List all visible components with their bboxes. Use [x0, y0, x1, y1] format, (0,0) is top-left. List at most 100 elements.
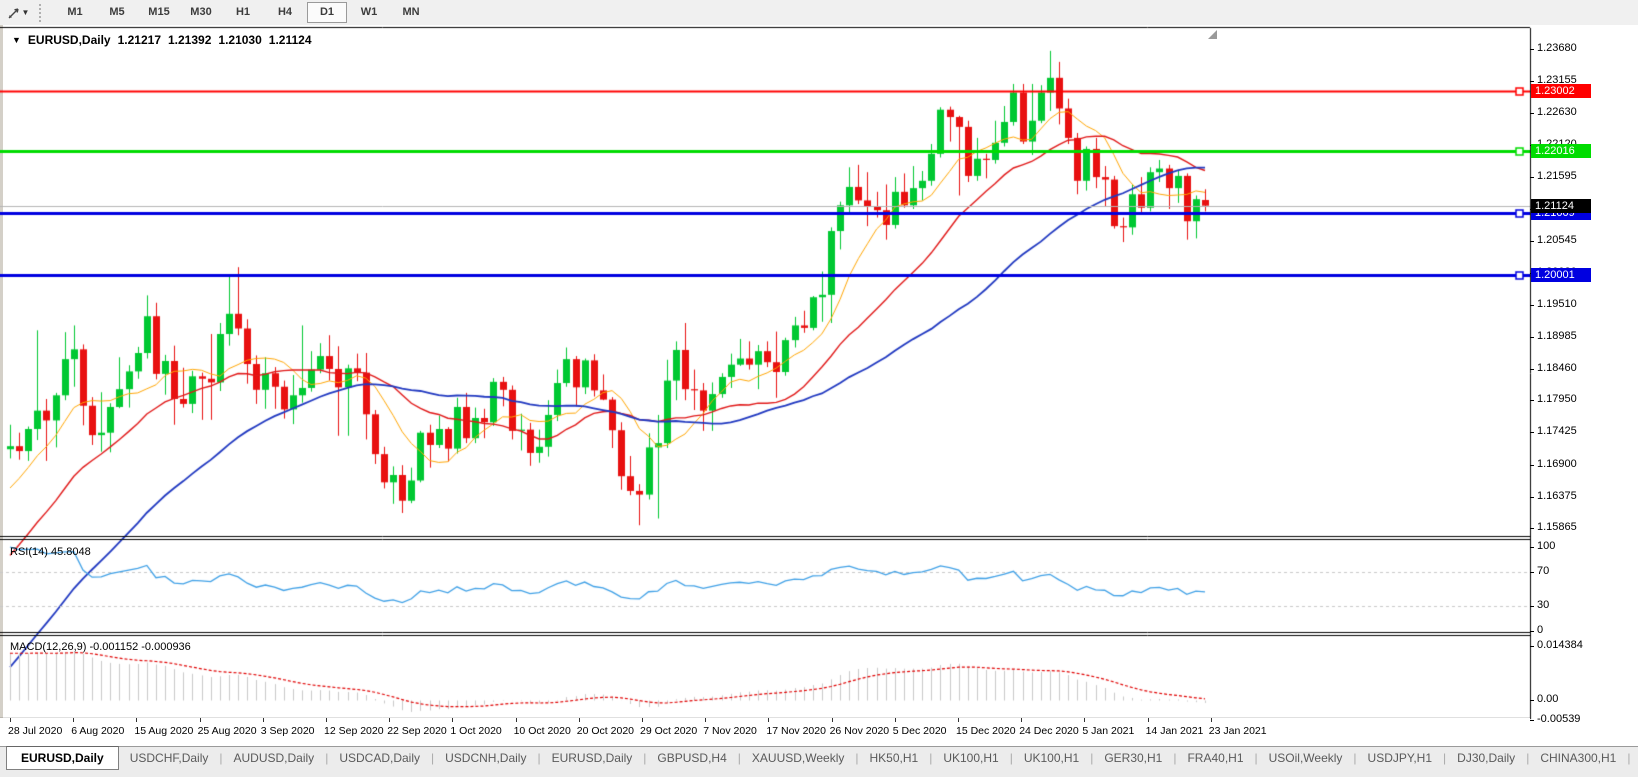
axis-tick-mark [1530, 605, 1534, 607]
ohlc-close: 1.21124 [268, 33, 312, 47]
tab-separator: | [1353, 751, 1357, 765]
axis-tick-mark [1530, 631, 1534, 632]
tab-HK50-H1[interactable]: HK50,H1 [869, 751, 919, 765]
date-label: 22 Sep 2020 [387, 725, 447, 737]
date-tick-mark [199, 718, 201, 722]
axis-tick-mark [1530, 464, 1534, 466]
tab-separator: | [325, 751, 329, 765]
date-tick-mark [326, 718, 327, 722]
date-label: 15 Aug 2020 [134, 725, 194, 737]
date-label: 24 Dec 2020 [1019, 725, 1079, 737]
axis-tick-mark [1530, 645, 1534, 647]
date-tick-mark [1084, 718, 1086, 722]
tab-separator: | [929, 751, 933, 765]
axis-tick-label: 1.16900 [1537, 457, 1577, 470]
axis-tick-label: -0.00539 [1537, 713, 1581, 726]
axis-tick-mark [1530, 572, 1534, 574]
date-label: 5 Jan 2021 [1082, 725, 1135, 737]
tab-separator: | [1009, 751, 1013, 765]
tab-USOil-Weekly[interactable]: USOil,Weekly [1268, 751, 1343, 765]
tab-separator: | [855, 751, 859, 765]
axis-tick-label: 30 [1537, 598, 1550, 611]
tab-GBPUSD-H4[interactable]: GBPUSD,H4 [657, 751, 727, 765]
tab-truncated[interactable]: U [1630, 747, 1638, 768]
axis-tick-mark [1530, 496, 1534, 498]
ohlc-low: 1.21030 [218, 33, 262, 47]
date-label: 25 Aug 2020 [197, 725, 257, 737]
date-tick-mark [578, 718, 580, 722]
date-label: 20 Oct 2020 [576, 725, 635, 737]
rsi-indicator-label: RSI(14) 45.8048 [10, 546, 91, 558]
date-tick-mark [1021, 718, 1023, 722]
date-label: 1 Oct 2020 [450, 725, 502, 737]
axis-tick-mark [1530, 304, 1534, 306]
tab-FRA40-H1[interactable]: FRA40,H1 [1187, 751, 1244, 765]
tab-DJ30-Daily[interactable]: DJ30,Daily [1457, 751, 1516, 765]
tab-USDCHF-Daily[interactable]: USDCHF,Daily [129, 751, 209, 765]
chart-shift-marker[interactable] [1208, 30, 1217, 39]
axis-tick-label: 70 [1537, 565, 1550, 578]
date-label: 26 Nov 2020 [829, 725, 890, 737]
symbol-dropdown-icon[interactable]: ▼ [12, 35, 21, 45]
tab-UK100-H1[interactable]: UK100,H1 [1023, 751, 1080, 765]
price-label-level-3: 1.20001 [1531, 267, 1591, 282]
axis-tick-label: 1.23155 [1537, 74, 1577, 87]
tab-CHINA300-H1[interactable]: CHINA300,H1 [1540, 751, 1617, 765]
tab-AUDUSD-Daily[interactable]: AUDUSD,Daily [233, 751, 315, 765]
date-tick-mark [642, 718, 643, 722]
tab-separator: | [1526, 751, 1530, 765]
date-label: 23 Jan 2021 [1208, 725, 1267, 737]
date-tick-mark [1147, 718, 1149, 722]
axis-tick-label: 0 [1537, 624, 1544, 636]
tab-separator: | [643, 751, 647, 765]
date-label: 7 Nov 2020 [703, 725, 757, 737]
axis-tick-mark [1530, 336, 1534, 338]
chart-tab-bar: EURUSD,Daily USDCHF,Daily | AUDUSD,Daily | US… [0, 746, 1638, 777]
date-tick-mark [768, 718, 770, 722]
tab-separator: | [537, 751, 541, 765]
date-label: 6 Aug 2020 [71, 725, 125, 737]
date-label: 28 Jul 2020 [8, 725, 63, 737]
axis-tick-mark [1530, 241, 1534, 243]
date-tick-mark [894, 718, 896, 722]
tab-USDCAD-Daily[interactable]: USDCAD,Daily [339, 751, 420, 765]
date-tick-mark [73, 718, 75, 722]
tab-separator: | [1173, 751, 1177, 765]
macd-indicator-label: MACD(12,26,9) -0.001152 -0.000936 [10, 641, 191, 653]
tab-USDJPY-H1[interactable]: USDJPY,H1 [1367, 751, 1433, 765]
tab-separator: | [1090, 751, 1094, 765]
axis-tick-mark [1530, 528, 1534, 529]
axis-tick-mark [1530, 368, 1534, 370]
price-label-level-1: 1.22016 [1531, 144, 1591, 158]
ohlc-open: 1.21217 [117, 33, 161, 47]
axis-tick-label: 1.17425 [1537, 425, 1577, 438]
date-tick-mark [136, 718, 138, 722]
tab-EURUSD-Daily[interactable]: EURUSD,Daily [6, 746, 119, 770]
tab-EURUSD-Daily[interactable]: EURUSD,Daily [551, 751, 633, 765]
date-tick-mark [705, 718, 707, 722]
axis-tick-label: 1.15865 [1537, 521, 1577, 533]
axis-tick-mark [1530, 700, 1534, 701]
axis-tick-label: 100 [1537, 540, 1556, 552]
tab-USDCNH-Daily[interactable]: USDCNH,Daily [445, 751, 527, 765]
date-label: 3 Sep 2020 [260, 725, 315, 737]
date-tick-mark [452, 718, 454, 722]
date-tick-mark [958, 718, 959, 722]
axis-tick-label: 1.18460 [1537, 361, 1577, 374]
tab-UK100-H1[interactable]: UK100,H1 [943, 751, 999, 765]
chart-tabs: EURUSD,Daily USDCHF,Daily | AUDUSD,Daily | US… [0, 746, 1638, 770]
chart-symbol-label: EURUSD,Daily [27, 33, 111, 47]
axis-tick-mark [1530, 400, 1534, 402]
axis-tick-mark [1530, 432, 1534, 434]
date-axis[interactable]: 28 Jul 2020 6 Aug 2020 15 Aug 2020 25 Aug 2… [0, 718, 1530, 746]
tab-separator: | [1627, 751, 1631, 765]
date-label: 10 Oct 2020 [513, 725, 571, 737]
tab-GER30-H1[interactable]: GER30,H1 [1104, 751, 1163, 765]
tab-XAUUSD-Weekly[interactable]: XAUUSD,Weekly [751, 751, 845, 765]
date-tick-mark [1210, 718, 1212, 722]
date-label: 5 Dec 2020 [892, 725, 947, 737]
chart-title: ▼ EURUSD,Daily 1.21217 1.21392 1.21030 1… [12, 33, 312, 47]
axis-tick-mark [1530, 547, 1534, 548]
